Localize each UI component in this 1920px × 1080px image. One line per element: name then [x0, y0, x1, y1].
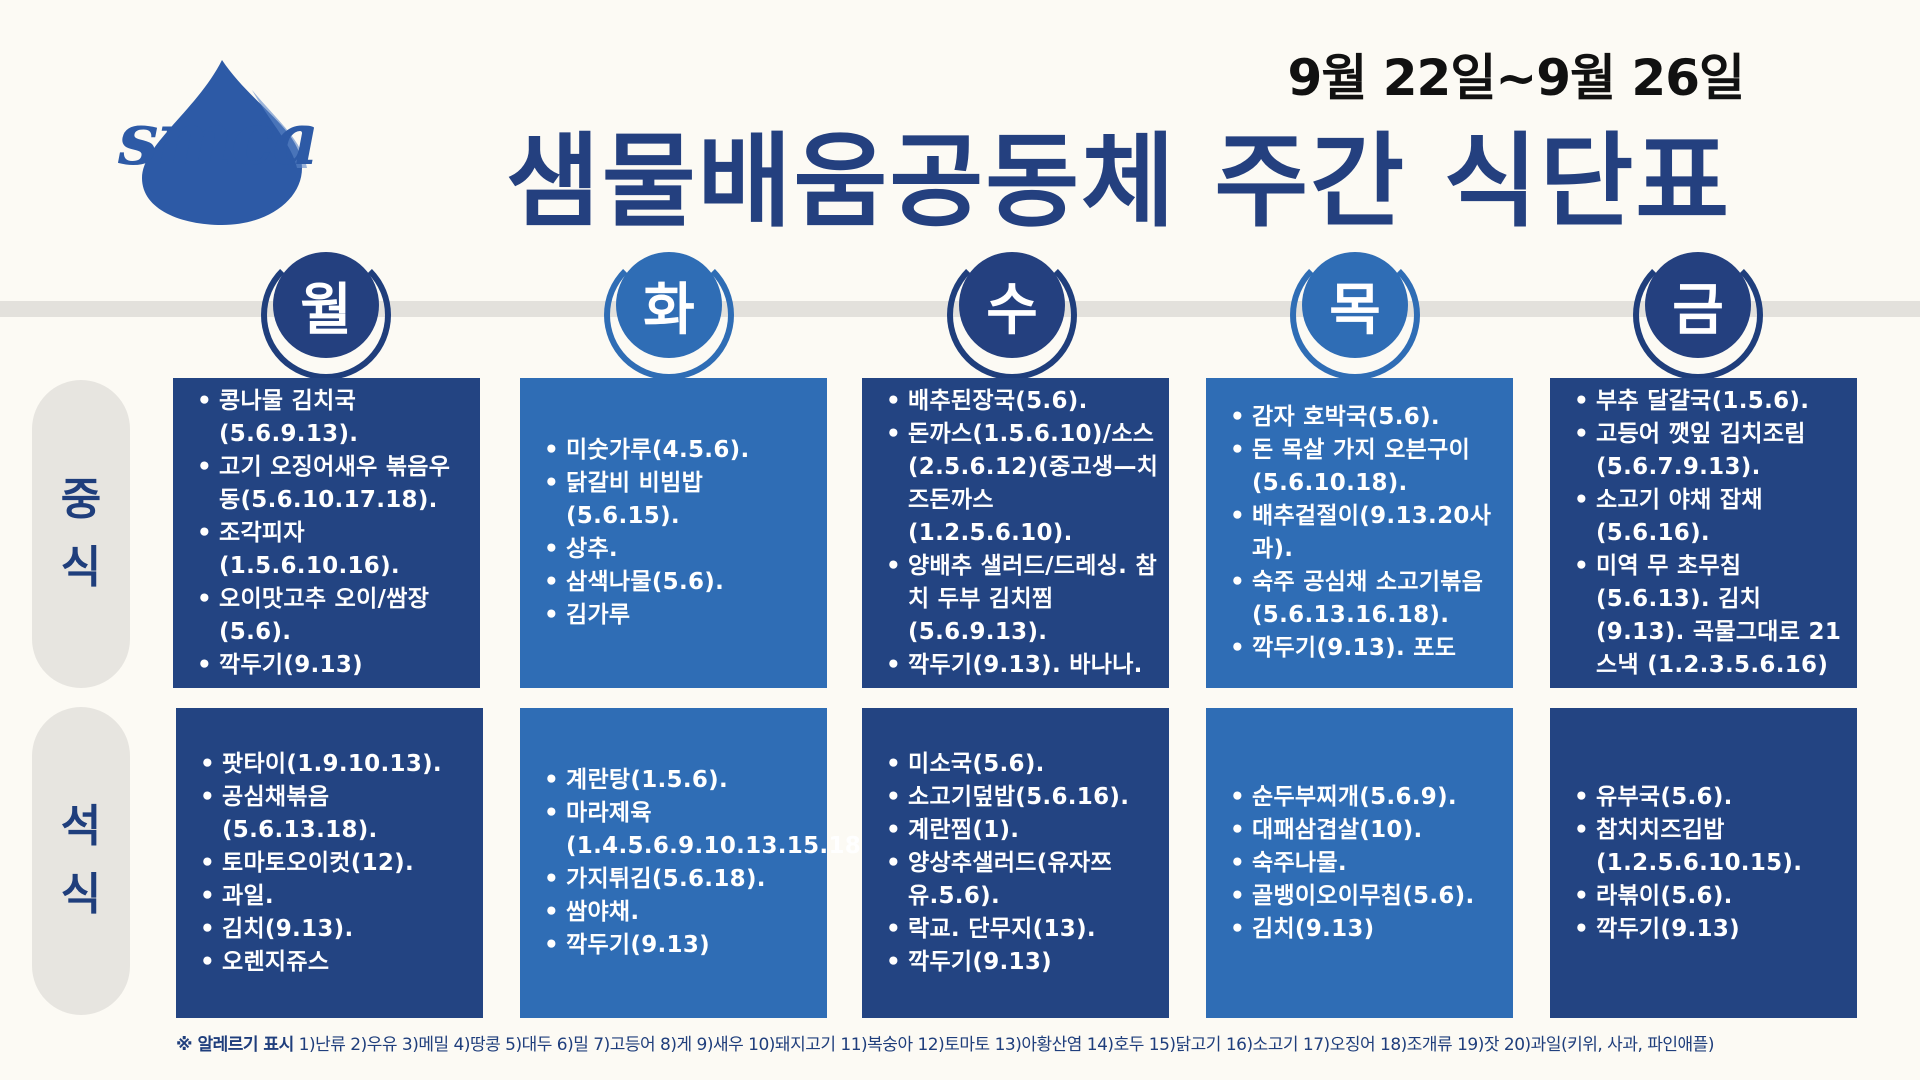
menu-item: 깍두기(9.13). 바나나.: [886, 649, 1159, 682]
menu-item: 깍두기(9.13): [544, 929, 817, 962]
menu-item: 돈까스(1.5.6.10)/소스(2.5.6.12)(중고생—치즈돈까스 (1.…: [886, 418, 1159, 550]
menu-item: 미역 무 초무침 (5.6.13). 김치(9.13). 곡물그대로 21스낵 …: [1574, 550, 1847, 682]
menu-item: 라볶이(5.6).: [1574, 880, 1847, 913]
menu-item: 공심채볶음 (5.6.13.18).: [200, 781, 473, 847]
day-monday: 월: [261, 250, 391, 380]
allergy-label: ※ 알레르기 표시: [176, 1035, 294, 1055]
menu-item: 토마토오이컷(12).: [200, 847, 473, 880]
menu-item: 골뱅이오이무침(5.6).: [1230, 880, 1503, 913]
menu-item: 대패삼겹살(10).: [1230, 814, 1503, 847]
menu-item: 참치치즈김밥 (1.2.5.6.10.15).: [1574, 814, 1847, 880]
day-friday: 금: [1633, 250, 1763, 380]
menu-item: 계란탕(1.5.6).: [544, 764, 817, 797]
allergy-legend: ※ 알레르기 표시 1)난류 2)우유 3)메밀 4)땅콩 5)대두 6)밀 7…: [176, 1030, 1714, 1055]
menu-item: 고기 오징어새우 볶음우동(5.6.10.17.18).: [197, 451, 470, 517]
menu-item: 돈 목살 가지 오븐구이 (5.6.10.18).: [1230, 434, 1503, 500]
menu-item: 락교. 단무지(13).: [886, 913, 1159, 946]
page-title: 샘물배움공동체 주간 식단표: [506, 123, 1732, 242]
menu-item: 양상추샐러드(유자쯔유.5.6).: [886, 847, 1159, 913]
menu-item: 유부국(5.6).: [1574, 781, 1847, 814]
menu-item: 팟타이(1.9.10.13).: [200, 748, 473, 781]
dinner-box-thu: 순두부찌개(5.6.9).대패삼겹살(10).숙주나물.골뱅이오이무침(5.6)…: [1206, 708, 1513, 1018]
smca-logo: [142, 60, 307, 225]
lunch-box-mon: 콩나물 김치국 (5.6.9.13).고기 오징어새우 볶음우동(5.6.10.…: [173, 378, 480, 688]
menu-item: 숙주나물.: [1230, 847, 1503, 880]
menu-item: 미소국(5.6).: [886, 748, 1159, 781]
menu-item: 조각피자 (1.5.6.10.16).: [197, 517, 470, 583]
menu-item: 오렌지쥬스: [200, 946, 473, 979]
menu-item: 오이맛고추 오이/쌈장 (5.6).: [197, 583, 470, 649]
day-wednesday: 수: [947, 250, 1077, 380]
menu-item: 소고기덮밥(5.6.16).: [886, 781, 1159, 814]
allergy-text: 1)난류 2)우유 3)메밀 4)땅콩 5)대두 6)밀 7)고등어 8)게 9…: [298, 1035, 1715, 1055]
menu-item: 상추.: [544, 533, 817, 566]
menu-item: 김가루: [544, 599, 817, 632]
menu-item: 콩나물 김치국 (5.6.9.13).: [197, 385, 470, 451]
day-thursday: 목: [1290, 250, 1420, 380]
menu-item: 양배추 샐러드/드레싱. 참치 두부 김치찜 (5.6.9.13).: [886, 550, 1159, 649]
dinner-box-mon: 팟타이(1.9.10.13).공심채볶음 (5.6.13.18).토마토오이컷(…: [176, 708, 483, 1018]
menu-item: 깍두기(9.13). 포도: [1230, 632, 1503, 665]
menu-item: 쌈야채.: [544, 896, 817, 929]
menu-item: 과일.: [200, 880, 473, 913]
menu-item: 마라제육 (1.4.5.6.9.10.13.15.18).: [544, 797, 881, 863]
dinner-box-tue: 계란탕(1.5.6).마라제육 (1.4.5.6.9.10.13.15.18).…: [520, 708, 881, 1018]
lunch-box-wed: 배추된장국(5.6).돈까스(1.5.6.10)/소스(2.5.6.12)(중고…: [862, 378, 1169, 688]
menu-item: 부추 달걀국(1.5.6).: [1574, 385, 1847, 418]
menu-item: 소고기 야채 잡채 (5.6.16).: [1574, 484, 1847, 550]
menu-item: 배추된장국(5.6).: [886, 385, 1159, 418]
menu-item: 감자 호박국(5.6).: [1230, 401, 1503, 434]
lunch-box-thu: 감자 호박국(5.6).돈 목살 가지 오븐구이 (5.6.10.18).배추겉…: [1206, 378, 1513, 688]
logo-text: smca: [118, 96, 319, 181]
menu-item: 배추겉절이(9.13.20사과).: [1230, 500, 1503, 566]
menu-item: 닭갈비 비빔밥 (5.6.15).: [544, 467, 817, 533]
menu-item: 깍두기(9.13): [1574, 913, 1847, 946]
menu-item: 고등어 깻잎 김치조림 (5.6.7.9.13).: [1574, 418, 1847, 484]
menu-item: 김치(9.13): [1230, 913, 1503, 946]
menu-item: 숙주 공심채 소고기볶음(5.6.13.16.18).: [1230, 566, 1503, 632]
lunch-box-fri: 부추 달걀국(1.5.6).고등어 깻잎 김치조림 (5.6.7.9.13).소…: [1550, 378, 1857, 688]
menu-item: 깍두기(9.13): [197, 649, 470, 682]
menu-item: 김치(9.13).: [200, 913, 473, 946]
day-tuesday: 화: [604, 250, 734, 380]
menu-item: 순두부찌개(5.6.9).: [1230, 781, 1503, 814]
menu-item: 깍두기(9.13): [886, 946, 1159, 979]
menu-item: 삼색나물(5.6).: [544, 566, 817, 599]
menu-item: 계란찜(1).: [886, 814, 1159, 847]
dinner-box-fri: 유부국(5.6).참치치즈김밥 (1.2.5.6.10.15).라볶이(5.6)…: [1550, 708, 1857, 1018]
lunch-box-tue: 미숫가루(4.5.6).닭갈비 비빔밥 (5.6.15).상추.삼색나물(5.6…: [520, 378, 827, 688]
dinner-box-wed: 미소국(5.6).소고기덮밥(5.6.16).계란찜(1).양상추샐러드(유자쯔…: [862, 708, 1169, 1018]
menu-item: 가지튀김(5.6.18).: [544, 863, 817, 896]
date-range: 9월 22일~9월 26일: [1287, 49, 1745, 107]
menu-item: 미숫가루(4.5.6).: [544, 434, 817, 467]
